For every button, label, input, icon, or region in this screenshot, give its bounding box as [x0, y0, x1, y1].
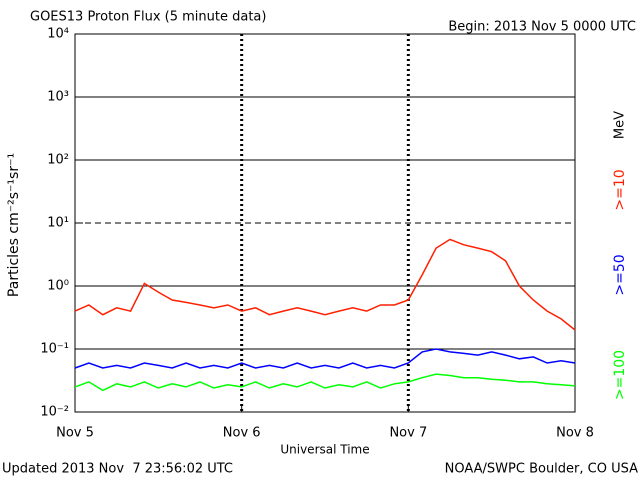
legend-unit: MeV [613, 111, 628, 139]
x-tick-label: Nov 5 [56, 426, 94, 441]
y-tick-label: 10⁰ [47, 279, 69, 294]
y-tick-label: 10¹ [47, 216, 69, 231]
series-line [74, 373, 576, 392]
y-tick-label: 10² [47, 153, 69, 168]
x-tick-label: Nov 6 [223, 426, 261, 441]
x-tick-label: Nov 7 [389, 426, 427, 441]
footer-right: NOAA/SWPC Boulder, CO USA [445, 462, 638, 477]
footer-left: Updated 2013 Nov 7 23:56:02 UTC [2, 462, 233, 477]
x-tick-label: Nov 8 [556, 426, 594, 441]
y-tick-label: 10³ [47, 90, 69, 105]
y-tick-label: 10⁻¹ [40, 342, 69, 357]
y-tick-label: 10⁴ [47, 27, 69, 42]
legend-label: >=100 [612, 350, 628, 400]
series-line [74, 238, 576, 331]
chart-title: GOES13 Proton Flux (5 minute data) [30, 10, 266, 25]
legend-label: >=50 [612, 254, 628, 295]
chart-subtitle: Begin: 2013 Nov 5 0000 UTC [448, 20, 636, 35]
series-line [74, 348, 576, 369]
legend-label: >=10 [612, 169, 628, 210]
y-axis-label: Particles cm⁻²s⁻¹sr⁻¹ [6, 153, 22, 297]
y-tick-label: 10⁻² [40, 405, 69, 420]
x-axis-label: Universal Time [280, 443, 369, 457]
